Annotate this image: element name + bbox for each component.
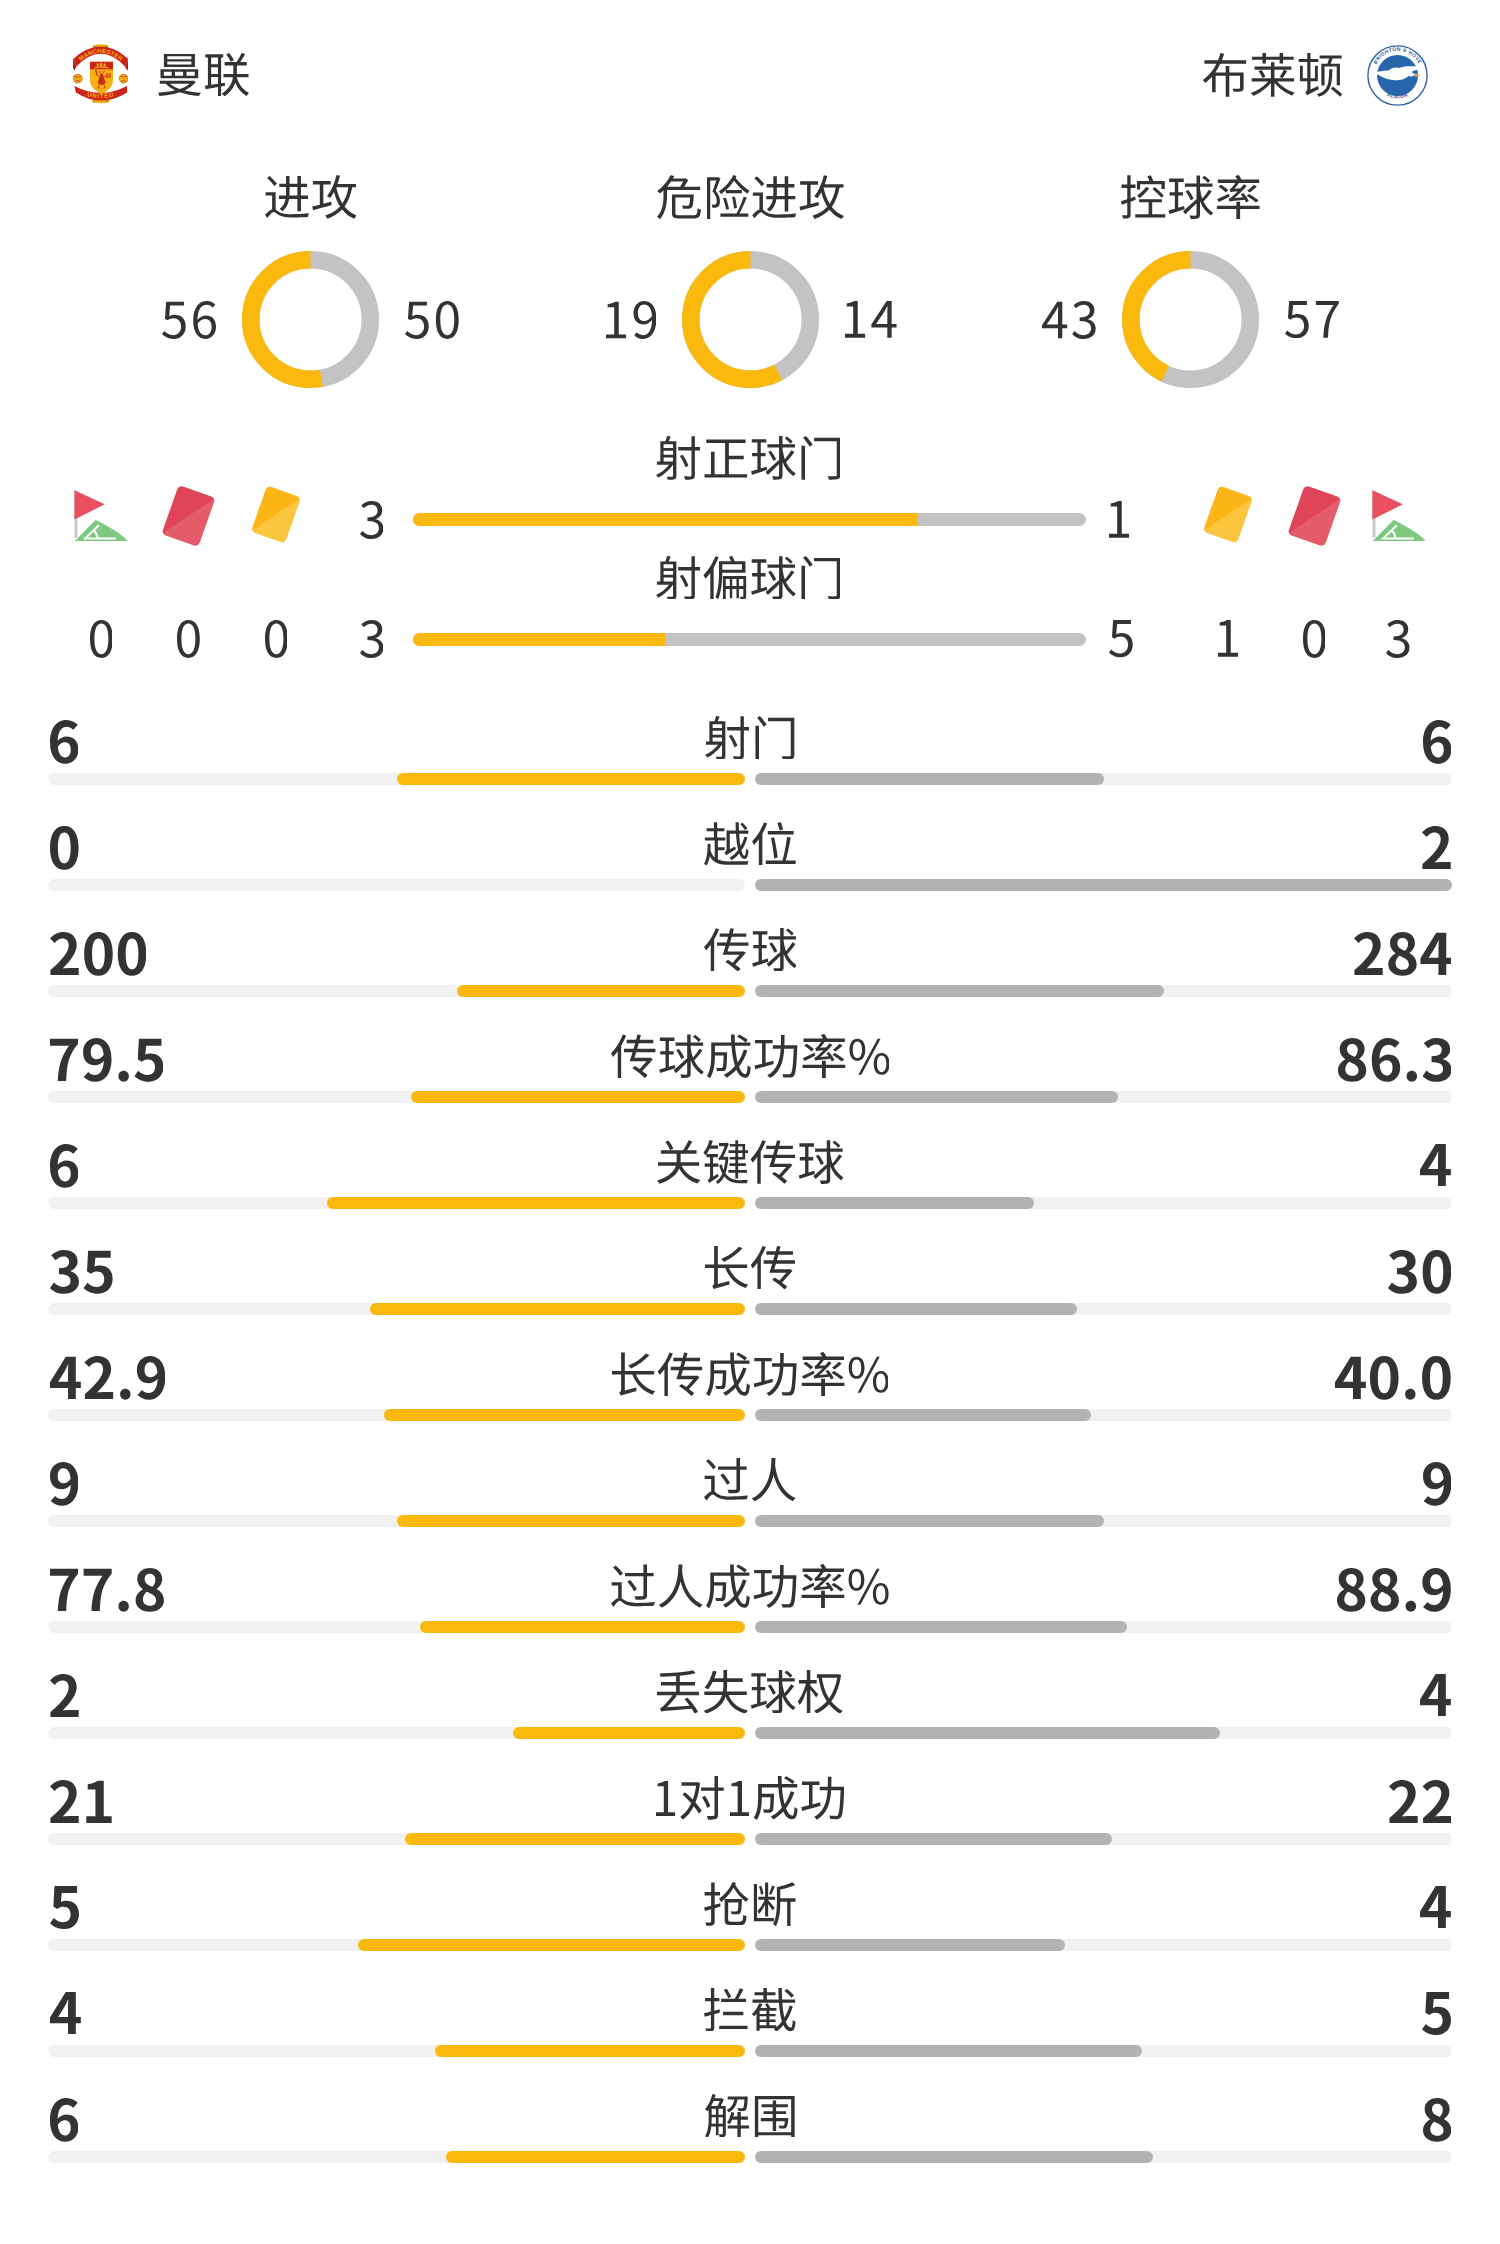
svg-text:MANCHESTER: MANCHESTER [78,47,125,61]
